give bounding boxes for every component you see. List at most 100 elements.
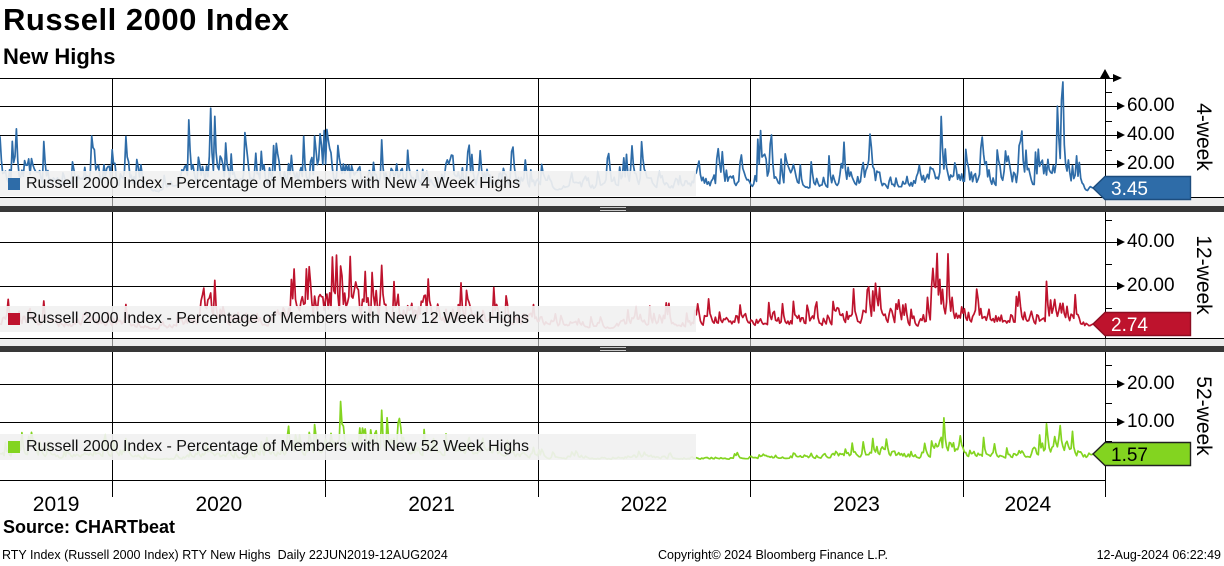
splitter-track — [0, 198, 1224, 206]
footer-security-info: RTY Index (Russell 2000 Index) RTY New H… — [2, 548, 448, 562]
last-value-tag-shape — [1092, 311, 1192, 337]
y-axis-tick — [1105, 242, 1118, 243]
y-axis-line — [1105, 352, 1106, 480]
legend-marker-icon — [8, 313, 20, 325]
y-axis-minor-tick — [1105, 120, 1112, 122]
splitter-grip-icon[interactable] — [600, 207, 626, 211]
last-value-tag-shape — [1092, 175, 1192, 201]
year-gridline — [1105, 339, 1106, 346]
last-value-text: 2.74 — [1111, 315, 1148, 336]
y-axis-tick — [1105, 106, 1118, 107]
footer-copyright: Copyright© 2024 Bloomberg Finance L.P. — [658, 548, 888, 562]
x-axis-year-label: 2020 — [195, 493, 243, 516]
year-gridline — [538, 339, 539, 346]
y-axis-minor-tick — [1105, 308, 1112, 309]
legend-item[interactable]: Russell 2000 Index - Percentage of Membe… — [0, 434, 696, 460]
year-gridline — [963, 198, 964, 206]
legend-item[interactable]: Russell 2000 Index - Percentage of Membe… — [0, 306, 696, 332]
y-axis-minor-tick — [1105, 264, 1112, 265]
chart-panel-52-week: Russell 2000 Index - Percentage of Membe… — [0, 352, 1105, 480]
legend-marker-icon — [8, 177, 20, 190]
panel-frame-line — [0, 197, 1224, 198]
x-axis-tick — [112, 481, 113, 497]
right-arrow-icon — [1113, 74, 1122, 82]
y-axis-tick-arrow-icon — [1117, 102, 1125, 110]
x-axis-year-label: 2019 — [32, 493, 80, 516]
y-axis-line — [1105, 78, 1106, 197]
top-frame-line — [0, 78, 1114, 79]
y-axis-tick-arrow-icon — [1117, 131, 1125, 139]
y-axis-tick — [1105, 384, 1118, 385]
y-axis-tick — [1105, 286, 1118, 287]
splitter-bar[interactable] — [0, 206, 1224, 212]
year-gridline — [750, 339, 751, 346]
series-plot — [0, 352, 1105, 480]
last-value-text: 1.57 — [1111, 445, 1148, 466]
y-axis-tick-arrow-icon — [1117, 238, 1125, 246]
panel-side-label-4-week: 4-week — [1192, 103, 1215, 171]
chart-panel-12-week: Russell 2000 Index - Percentage of Membe… — [0, 212, 1105, 338]
legend-label: Russell 2000 Index - Percentage of Membe… — [26, 174, 521, 192]
legend-item[interactable]: Russell 2000 Index - Percentage of Membe… — [0, 171, 696, 196]
y-axis-tick-arrow-icon — [1117, 380, 1125, 388]
year-gridline — [963, 339, 964, 346]
y-axis-tick — [1105, 135, 1118, 136]
y-axis-tick-label: 20.00 — [1127, 275, 1175, 296]
y-axis-tick-label: 20.00 — [1127, 373, 1175, 394]
y-axis-minor-tick — [1105, 220, 1112, 221]
chart-panel-4-week: Russell 2000 Index - Percentage of Membe… — [0, 78, 1105, 197]
x-axis-year-label: 2023 — [833, 493, 880, 516]
y-axis-minor-tick — [1105, 441, 1112, 442]
x-axis-tick — [1105, 481, 1106, 497]
y-axis-tick — [1105, 164, 1118, 165]
last-value-tag-4-week: 3.45 — [1092, 175, 1192, 201]
last-value-tag-12-week: 2.74 — [1092, 311, 1192, 337]
page-title: Russell 2000 Index — [3, 2, 290, 37]
x-axis-tick — [750, 481, 751, 497]
x-axis-tick — [538, 481, 539, 497]
last-value-tag-52-week: 1.57 — [1092, 441, 1192, 467]
panel-side-label-52-week: 52-week — [1192, 376, 1215, 456]
x-axis-year-label: 2021 — [408, 493, 455, 516]
splitter-bar[interactable] — [0, 346, 1224, 352]
page-subtitle: New Highs — [3, 44, 116, 69]
splitter-grip-icon[interactable] — [600, 347, 626, 351]
y-axis-tick-label: 40.00 — [1127, 231, 1175, 252]
panel-side-label-12-week: 12-week — [1192, 235, 1215, 315]
up-arrow-icon — [1100, 69, 1110, 78]
y-axis-minor-tick — [1105, 149, 1112, 151]
x-axis-tick — [963, 481, 964, 497]
x-axis-line — [0, 480, 1106, 481]
y-axis-tick-label: 40.00 — [1127, 124, 1175, 145]
y-axis-tick-arrow-icon — [1117, 160, 1125, 168]
y-axis-minor-tick — [1105, 91, 1112, 93]
last-value-text: 3.45 — [1111, 179, 1148, 200]
year-gridline — [112, 339, 113, 346]
year-gridline — [112, 198, 113, 206]
year-gridline — [325, 339, 326, 346]
legend-marker-icon — [8, 441, 20, 453]
y-axis-tick-label: 60.00 — [1127, 95, 1175, 116]
last-value-tag-shape — [1092, 441, 1192, 467]
footer-timestamp: 12-Aug-2024 06:22:49 — [1096, 548, 1221, 562]
y-axis-tick-label: 20.00 — [1127, 153, 1175, 174]
y-axis-line — [1105, 212, 1106, 338]
splitter-track — [0, 339, 1224, 346]
y-axis-tick — [1105, 422, 1118, 423]
year-gridline — [538, 198, 539, 206]
x-axis-year-label: 2022 — [620, 493, 668, 516]
source-label: Source: CHARTbeat — [3, 517, 176, 537]
y-axis-minor-tick — [1105, 403, 1112, 404]
y-axis-minor-tick — [1105, 365, 1112, 366]
x-axis-year-label: 2024 — [1004, 493, 1052, 516]
year-gridline — [750, 198, 751, 206]
legend-label: Russell 2000 Index - Percentage of Membe… — [26, 310, 530, 327]
y-axis-tick-arrow-icon — [1117, 282, 1125, 290]
panel-frame-line — [0, 338, 1224, 339]
year-gridline — [1105, 198, 1106, 206]
y-axis-tick-arrow-icon — [1117, 418, 1125, 426]
x-axis-tick — [325, 481, 326, 497]
year-gridline — [325, 198, 326, 206]
legend-label: Russell 2000 Index - Percentage of Membe… — [26, 438, 530, 455]
